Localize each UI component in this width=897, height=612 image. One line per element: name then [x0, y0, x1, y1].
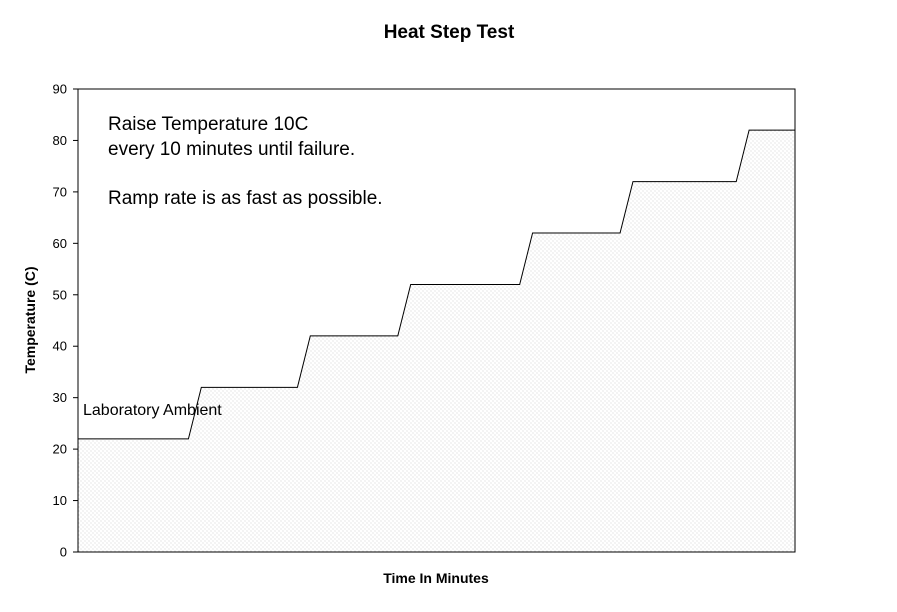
y-tick-label: 40: [53, 339, 67, 354]
y-tick-label: 10: [53, 493, 67, 508]
y-axis: 0 10 20 30 40 50 60 70 80 90: [53, 82, 78, 560]
y-tick-label: 50: [53, 287, 67, 302]
y-tick-label: 30: [53, 390, 67, 405]
annotation-note-line3: Ramp rate is as fast as possible.: [108, 188, 383, 209]
annotation-ambient-label: Laboratory Ambient: [83, 402, 222, 419]
plot-frame: [77, 88, 796, 553]
y-tick-label: 80: [53, 133, 67, 148]
plot-area: [78, 129, 795, 552]
y-tick-label: 20: [53, 442, 67, 457]
annotation-note-line2: every 10 minutes until failure.: [108, 139, 355, 160]
y-axis-label: Temperature (C): [22, 266, 38, 373]
x-axis-label: Time In Minutes: [383, 570, 489, 586]
y-tick-label: 90: [53, 82, 67, 97]
series-area-fill: [78, 130, 795, 552]
y-tick-label: 60: [53, 236, 67, 251]
y-tick-label: 0: [60, 545, 67, 560]
chart-title: Heat Step Test: [384, 22, 515, 43]
annotation-note-line1: Raise Temperature 10C: [108, 114, 308, 135]
series-step-line: [78, 129, 795, 440]
y-tick-label: 70: [53, 184, 67, 199]
